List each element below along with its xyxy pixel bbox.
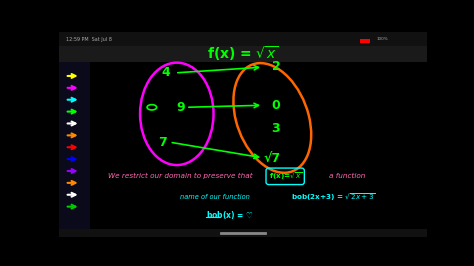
Text: 9: 9 bbox=[176, 101, 185, 114]
Text: f(x) = $\sqrt{x}$: f(x) = $\sqrt{x}$ bbox=[207, 44, 279, 63]
Text: bob(2x+3) = $\sqrt{2x+3}$: bob(2x+3) = $\sqrt{2x+3}$ bbox=[291, 191, 375, 202]
Bar bbox=[59, 46, 91, 237]
Bar bbox=[59, 32, 427, 46]
Text: f(x)=$\sqrt{x}$: f(x)=$\sqrt{x}$ bbox=[269, 171, 302, 182]
Text: 3: 3 bbox=[272, 122, 280, 135]
Text: 2: 2 bbox=[272, 60, 280, 73]
Bar bbox=[59, 46, 427, 62]
Text: √7: √7 bbox=[264, 152, 281, 165]
Text: 0: 0 bbox=[272, 99, 280, 112]
Text: 12:59 PM  Sat Jul 8: 12:59 PM Sat Jul 8 bbox=[66, 37, 111, 41]
Text: 7: 7 bbox=[158, 136, 166, 149]
Text: bob(x) = $\heartsuit$: bob(x) = $\heartsuit$ bbox=[206, 209, 254, 221]
Text: a function: a function bbox=[329, 173, 366, 179]
Bar bbox=[360, 39, 370, 43]
Bar bbox=[59, 228, 427, 237]
Text: 4: 4 bbox=[162, 66, 170, 79]
Text: name of our function: name of our function bbox=[181, 194, 250, 200]
Text: 100%: 100% bbox=[377, 37, 388, 41]
Text: We restrict our domain to preserve that: We restrict our domain to preserve that bbox=[108, 173, 253, 179]
